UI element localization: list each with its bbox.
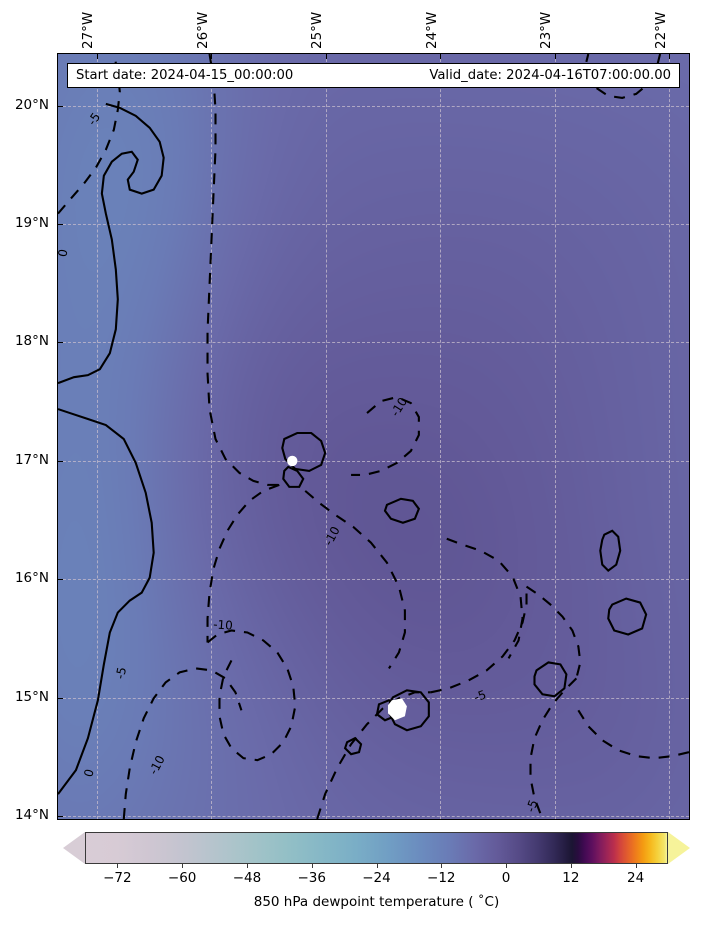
contour-label: -10 [212, 617, 234, 633]
contour-dashed-long-north [206, 54, 280, 486]
storm-blob-marker [387, 698, 407, 721]
colorbar-tick [376, 864, 378, 868]
island-sao-vicente [282, 465, 305, 488]
contour-dashed-left-loop [206, 629, 297, 762]
colorbar-tick-label: 24 [627, 870, 645, 886]
y-axis-tick [58, 579, 63, 580]
colorbar-arrow-under [63, 832, 85, 864]
island-maio [533, 661, 568, 698]
contour-dashed-right-low [446, 537, 524, 659]
contour-dashed-bottom-mid [316, 691, 431, 819]
y-tick-label: 19°N [14, 215, 49, 231]
contour-dashed-far-right [529, 677, 578, 819]
colorbar-tick [117, 864, 119, 868]
colorbar-tick [635, 864, 637, 868]
colorbar-tick-label: 0 [501, 870, 511, 886]
colorbar-tick [311, 864, 313, 868]
dewpoint-temperature-field [58, 54, 689, 819]
colorbar-tick-label: −72 [103, 870, 132, 886]
y-axis-labels: 20°N 19°N 18°N 17°N 16°N 15°N 14°N [0, 0, 57, 935]
island-boavista [607, 597, 648, 636]
contour-dashed-bulge-right [351, 396, 420, 476]
y-tick-label: 18°N [14, 333, 49, 349]
island-sao-nicolau [383, 497, 421, 524]
y-tick-label: 16°N [14, 570, 49, 586]
x-tick-label: 22°W [653, 11, 669, 49]
x-tick-label: 25°W [309, 11, 325, 49]
contour-dashed-lower-left [122, 667, 243, 819]
colorbar-tick [182, 864, 184, 868]
contour-label: -5 [112, 665, 130, 681]
x-axis-labels: 27°W 26°W 25°W 24°W 23°W 22°W [0, 0, 703, 53]
x-axis-tick [669, 54, 670, 59]
colorbar[interactable]: −72 −60 −48 −36 −24 −12 0 12 24 850 hPa dewpoint… [62, 832, 691, 910]
colorbar-axis-label: 850 hPa dewpoint temperature ( ˚C) [253, 894, 500, 910]
y-axis-tick [58, 698, 63, 699]
y-axis-tick [58, 342, 63, 343]
island-santo-antao [281, 431, 327, 472]
contour-dashed-center [304, 490, 406, 669]
colorbar-tick-label: −48 [232, 870, 262, 886]
valid-date-text: Valid_date: 2024-04-16T07:00:00.00 [429, 68, 671, 83]
coastline-group [58, 102, 648, 795]
contour-dashed-mid [206, 483, 280, 643]
x-axis-tick [555, 54, 556, 59]
y-tick-label: 15°N [14, 689, 49, 705]
contour-dashed-lower-right [430, 586, 528, 694]
colorbar-tick [570, 864, 572, 868]
colorbar-arrow-over [668, 832, 690, 864]
y-axis-tick [58, 106, 63, 107]
colorbar-gradient-bar[interactable] [85, 832, 668, 864]
x-axis-tick [97, 54, 98, 59]
contour-and-coastline-overlay [58, 54, 689, 819]
y-tick-label: 17°N [14, 452, 49, 468]
y-axis-tick [58, 224, 63, 225]
x-axis-tick [326, 54, 327, 59]
storm-center-marker [287, 455, 298, 467]
colorbar-tick-label: 12 [562, 870, 580, 886]
colorbar-tick [506, 864, 508, 868]
y-tick-label: 20°N [14, 97, 49, 113]
island-sal [599, 529, 622, 573]
colorbar-tick-label: −60 [167, 870, 197, 886]
coastline-west-upper [58, 102, 165, 385]
x-tick-label: 23°W [538, 11, 554, 49]
title-info-box: Start date: 2024-04-15_00:00:00 Valid_da… [67, 63, 680, 88]
contour-dashed-right-edge [525, 585, 582, 679]
x-tick-label: 24°W [424, 11, 440, 49]
y-axis-tick [58, 461, 63, 462]
x-axis-tick [440, 54, 441, 59]
x-axis-tick [211, 54, 212, 59]
x-tick-label: 27°W [80, 11, 96, 49]
y-tick-label: 14°N [14, 807, 49, 823]
colorbar-tick [441, 864, 443, 868]
colorbar-tick-label: −36 [297, 870, 326, 886]
dashed-contour-group [58, 54, 689, 819]
colorbar-tick-label: −12 [427, 870, 456, 886]
contour-dashed-bottom-right-long [577, 709, 689, 760]
y-axis-tick [58, 816, 63, 817]
x-tick-label: 26°W [195, 11, 211, 49]
colorbar-tick-label: −24 [362, 870, 391, 886]
coastline-west-landmass [58, 408, 155, 795]
map-axes[interactable]: -5 0 -10 -10 -10 -5 0 -10 -5 -5 Start date: 2024-… [57, 53, 690, 820]
colorbar-tick [246, 864, 248, 868]
start-date-text: Start date: 2024-04-15_00:00:00 [76, 68, 294, 83]
colorbar-gradient [86, 833, 667, 863]
